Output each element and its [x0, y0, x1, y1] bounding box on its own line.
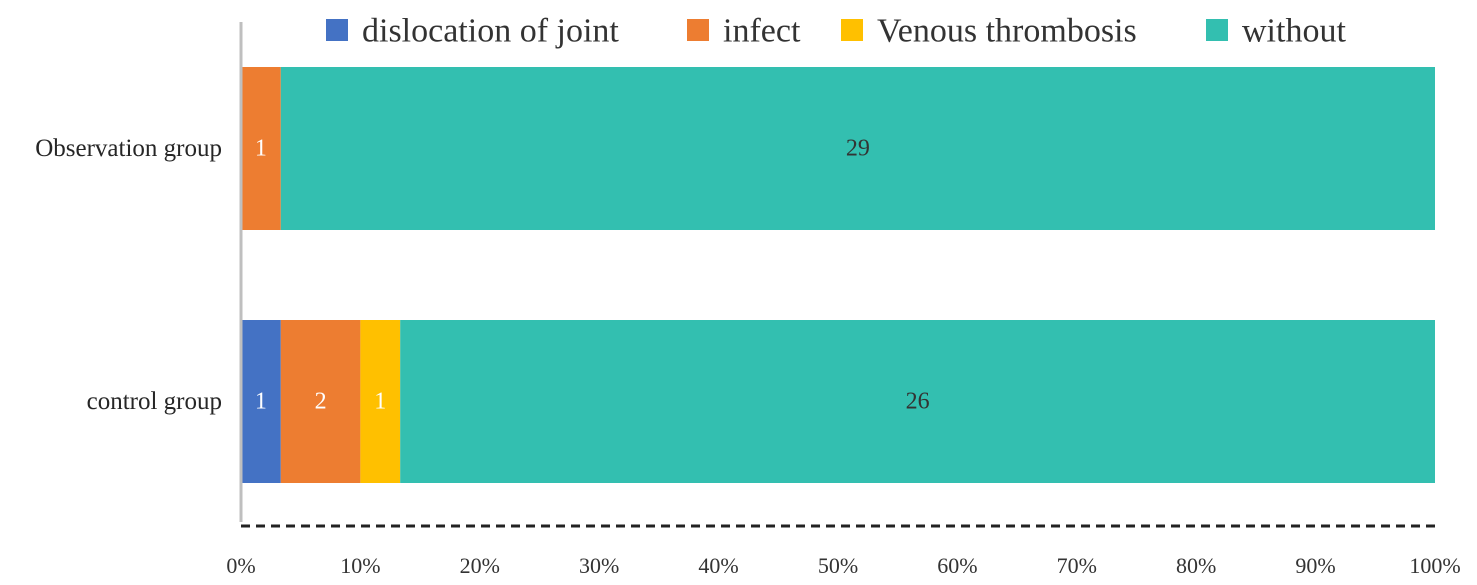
bar-control-group-dislocation-of-joint — [241, 320, 281, 483]
x-tick-label-0: 0% — [226, 553, 255, 578]
data-label-control-group-venous-thrombosis: 1 — [374, 389, 386, 415]
category-labels: Observation group control group — [35, 135, 222, 415]
legend-label-dislocation-of-joint: dislocation of joint — [362, 13, 619, 50]
bars — [241, 67, 1436, 483]
bar-control-group-infect — [280, 320, 361, 483]
data-label-control-group-without: 26 — [906, 389, 930, 415]
data-label-observation-group-without: 29 — [846, 136, 870, 162]
legend: dislocation of joint infect Venous thrombo… — [326, 13, 1346, 50]
data-label-observation-group-infect: 1 — [255, 136, 267, 162]
data-label-control-group-dislocation-of-joint: 1 — [255, 389, 267, 415]
legend-swatch-dislocation-of-joint — [326, 19, 348, 41]
axes: 0% 10% 20% 30% 40% 50% 60% 70% 80% 90% 100% — [226, 22, 1461, 578]
x-tick-label-4: 40% — [698, 553, 738, 578]
x-tick-label-7: 70% — [1057, 553, 1097, 578]
category-label-control-group: control group — [87, 388, 222, 415]
x-tick-label-8: 80% — [1176, 553, 1216, 578]
x-tick-label-6: 60% — [937, 553, 977, 578]
x-tick-label-1: 10% — [340, 553, 380, 578]
legend-swatch-infect — [687, 19, 709, 41]
x-tick-label-3: 30% — [579, 553, 619, 578]
x-tick-label-2: 20% — [460, 553, 500, 578]
x-tick-label-9: 90% — [1295, 553, 1335, 578]
bar-observation-group-without — [280, 67, 1435, 230]
bar-observation-group-infect — [241, 67, 281, 230]
data-labels: 1 29 1 2 1 26 — [255, 136, 930, 415]
legend-label-venous-thrombosis: Venous thrombosis — [877, 13, 1137, 50]
x-tick-label-5: 50% — [818, 553, 858, 578]
legend-label-infect: infect — [723, 13, 801, 50]
legend-swatch-without — [1206, 19, 1228, 41]
legend-label-without: without — [1242, 13, 1346, 50]
category-label-observation-group: Observation group — [35, 135, 222, 162]
x-tick-label-10: 100% — [1409, 553, 1460, 578]
bar-control-group-without — [400, 320, 1436, 483]
bar-control-group-venous-thrombosis — [360, 320, 401, 483]
data-label-control-group-infect: 2 — [315, 389, 327, 415]
legend-swatch-venous-thrombosis — [841, 19, 863, 41]
